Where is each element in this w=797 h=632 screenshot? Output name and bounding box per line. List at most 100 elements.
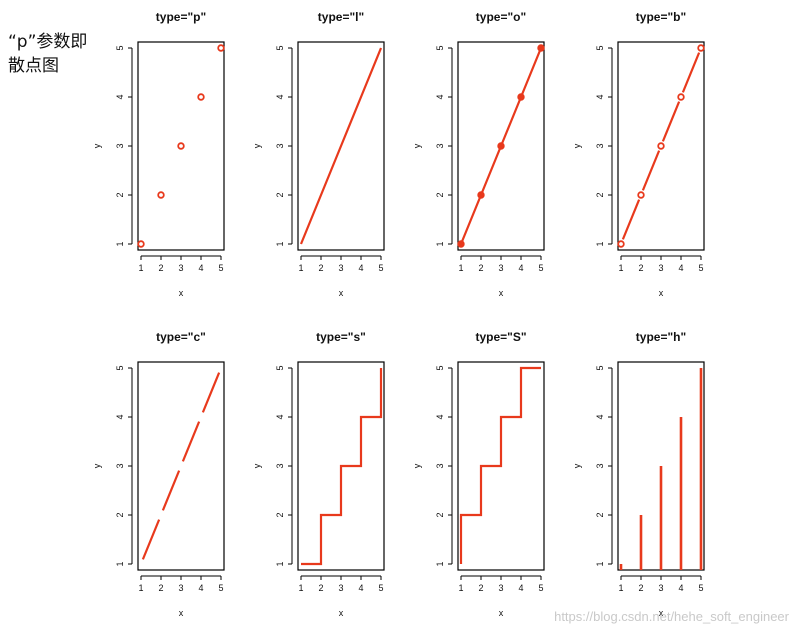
- x-tick-label: 2: [478, 583, 483, 593]
- x-tick-label: 2: [638, 263, 643, 273]
- x-tick-label: 5: [378, 263, 383, 273]
- x-tick-label: 5: [698, 263, 703, 273]
- y-axis-label: y: [92, 463, 102, 468]
- x-tick-label: 2: [158, 583, 163, 593]
- data-point: [157, 191, 165, 199]
- y-tick-label: 3: [435, 143, 445, 148]
- y-axis-label: y: [252, 143, 262, 148]
- y-tick-label: 1: [115, 241, 125, 246]
- data-point: [517, 93, 525, 101]
- x-tick-label: 3: [338, 583, 343, 593]
- y-tick-label: 5: [275, 45, 285, 50]
- y-tick-label: 1: [435, 241, 445, 246]
- y-tick-label: 2: [435, 512, 445, 517]
- y-tick-label: 2: [115, 512, 125, 517]
- plot-frame: [457, 361, 545, 571]
- y-tick-label: 1: [595, 241, 605, 246]
- y-tick-label: 2: [595, 192, 605, 197]
- chart-panel: type="l" 1 2 3 4 5 x 1 2 3 4 5 y: [252, 10, 385, 298]
- y-tick-label: 1: [435, 561, 445, 566]
- y-tick-label: 4: [115, 94, 125, 99]
- x-tick-label: 2: [158, 263, 163, 273]
- x-tick-label: 2: [318, 263, 323, 273]
- x-tick-label: 4: [358, 583, 363, 593]
- y-tick-label: 4: [115, 414, 125, 419]
- y-tick-label: 1: [275, 561, 285, 566]
- x-tick-label: 1: [618, 583, 623, 593]
- x-axis-label: x: [339, 608, 344, 618]
- y-axis-label: y: [92, 143, 102, 148]
- y-tick-label: 4: [435, 414, 445, 419]
- x-tick-label: 2: [638, 583, 643, 593]
- series-segment: [641, 150, 661, 191]
- plot-frame: [297, 361, 385, 571]
- series-step-line: [459, 366, 541, 564]
- x-tick-label: 5: [218, 583, 223, 593]
- data-point: [617, 240, 625, 248]
- series-step-line: [301, 368, 383, 566]
- y-tick-label: 4: [595, 94, 605, 99]
- y-tick-label: 4: [435, 94, 445, 99]
- x-tick-label: 1: [458, 583, 463, 593]
- data-point: [197, 93, 205, 101]
- plot-frame: [617, 41, 705, 251]
- y-axis-label: y: [572, 143, 582, 148]
- x-axis-label: x: [499, 608, 504, 618]
- y-tick-label: 1: [275, 241, 285, 246]
- x-tick-label: 3: [658, 263, 663, 273]
- x-tick-label: 3: [658, 583, 663, 593]
- x-axis-label: x: [179, 608, 184, 618]
- data-point: [637, 191, 645, 199]
- plot-frame: [137, 41, 225, 251]
- y-tick-label: 3: [115, 143, 125, 148]
- series-segment: [621, 199, 641, 240]
- x-tick-label: 3: [498, 263, 503, 273]
- chart-title: type="o": [476, 10, 526, 24]
- chart-panel: type="s" 1 2 3 4 5 x 1 2 3 4 5 y: [252, 330, 385, 618]
- y-tick-label: 4: [275, 94, 285, 99]
- series-segment: [181, 421, 201, 462]
- y-axis-label: y: [412, 463, 422, 468]
- x-tick-label: 1: [458, 263, 463, 273]
- y-tick-label: 4: [275, 414, 285, 419]
- plot-frame: [137, 361, 225, 571]
- x-tick-label: 1: [618, 263, 623, 273]
- x-tick-label: 3: [178, 583, 183, 593]
- chart-panel: type="p" 1 2 3 4 5 x 1 2 3 4 5 y: [92, 10, 225, 298]
- x-tick-label: 3: [498, 583, 503, 593]
- y-tick-label: 5: [115, 45, 125, 50]
- chart-title: type="b": [636, 10, 686, 24]
- x-tick-label: 5: [698, 583, 703, 593]
- y-tick-label: 3: [275, 143, 285, 148]
- series-segment: [141, 519, 161, 560]
- y-tick-label: 3: [275, 463, 285, 468]
- y-tick-label: 2: [115, 192, 125, 197]
- chart-title: type="c": [156, 330, 206, 344]
- y-tick-label: 1: [595, 561, 605, 566]
- y-tick-label: 4: [595, 414, 605, 419]
- x-tick-label: 2: [478, 263, 483, 273]
- data-point: [137, 240, 145, 248]
- y-tick-label: 5: [595, 365, 605, 370]
- x-tick-label: 1: [298, 263, 303, 273]
- y-tick-label: 1: [115, 561, 125, 566]
- y-axis-label: y: [572, 463, 582, 468]
- x-axis-label: x: [499, 288, 504, 298]
- y-tick-label: 5: [435, 365, 445, 370]
- y-tick-label: 5: [115, 365, 125, 370]
- data-point: [177, 142, 185, 150]
- y-tick-label: 2: [435, 192, 445, 197]
- caption-note: “p”参数即散点图: [8, 32, 88, 76]
- x-tick-label: 1: [298, 583, 303, 593]
- plot-frame: [457, 41, 545, 251]
- watermark: https://blog.csdn.net/hehe_soft_engineer: [554, 609, 789, 624]
- series-line: [299, 47, 383, 245]
- x-tick-label: 5: [538, 263, 543, 273]
- chart-panel: type="h" 1 2 3 4 5 x 1 2 3 4 5 y: [572, 330, 705, 618]
- chart-title: type="p": [156, 10, 206, 24]
- x-tick-label: 5: [218, 263, 223, 273]
- x-tick-label: 4: [198, 583, 203, 593]
- x-tick-label: 4: [678, 263, 683, 273]
- data-point: [657, 142, 665, 150]
- x-axis-label: x: [659, 288, 664, 298]
